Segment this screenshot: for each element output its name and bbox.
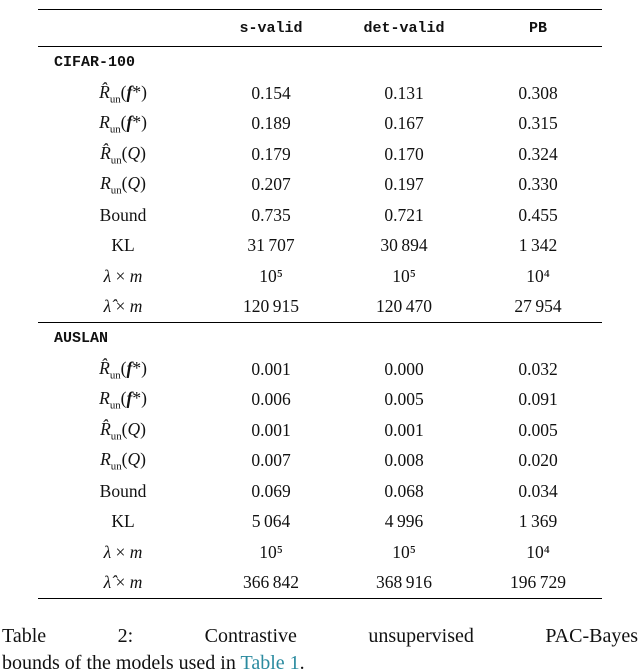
value-cell: 0.315 (518, 113, 558, 134)
value-cell: 0.032 (518, 358, 558, 379)
section-cifar-100: CIFAR-100 R̂un(f*) 0.154 0.131 0.308 Run… (38, 47, 602, 322)
value-cell: 10⁴ (526, 541, 550, 562)
row-label: Bound (99, 480, 147, 501)
caption-line2: bounds of the models used in Table 1. (2, 650, 638, 670)
row-label: λ × m (103, 265, 143, 286)
table-row: λ̂ × m 366 842 368 916 196 729 (38, 568, 602, 599)
value-cell: 0.001 (251, 358, 291, 379)
value-cell: 4 996 (384, 511, 424, 532)
value-cell: 0.324 (518, 143, 558, 164)
value-cell: 0.131 (384, 82, 424, 103)
value-cell: 0.179 (251, 143, 291, 164)
dataset-name: AUSLAN (54, 330, 109, 347)
value-cell: 0.189 (251, 113, 291, 134)
value-cell: 0.001 (384, 419, 424, 440)
value-cell: 10⁵ (259, 265, 283, 286)
value-cell: 0.207 (251, 174, 291, 195)
row-label: Run(Q) (100, 173, 146, 197)
value-cell: 0.721 (384, 204, 424, 225)
value-cell: 0.000 (384, 358, 424, 379)
table-row: λ × m 10⁵ 10⁵ 10⁴ (38, 537, 602, 568)
row-label: Bound (99, 204, 147, 225)
dataset-name: CIFAR-100 (54, 54, 136, 71)
value-cell: 0.008 (384, 450, 424, 471)
results-table: s-valid det-valid PB CIFAR-100 R̂un(f*) … (38, 9, 602, 599)
row-label: KL (111, 511, 135, 532)
table-row: R̂un(f*) 0.154 0.131 0.308 (38, 78, 602, 109)
table-row: Bound 0.735 0.721 0.455 (38, 200, 602, 231)
row-label: R̂un(f*) (99, 357, 147, 382)
value-cell: 0.005 (518, 419, 558, 440)
section-header: AUSLAN (38, 323, 602, 354)
value-cell: 27 954 (514, 296, 562, 317)
value-cell: 0.197 (384, 174, 424, 195)
value-cell: 0.007 (251, 450, 291, 471)
row-label: R̂un(Q) (100, 142, 146, 167)
row-label: Run(f*) (99, 112, 147, 136)
caption-text: bounds of the models used in (2, 652, 241, 670)
value-cell: 368 916 (375, 572, 432, 593)
value-cell: 31 707 (247, 235, 295, 256)
value-cell: 0.170 (384, 143, 424, 164)
table-header: s-valid det-valid PB (38, 10, 602, 47)
value-cell: 0.034 (518, 480, 558, 501)
table-row: Run(f*) 0.189 0.167 0.315 (38, 109, 602, 140)
value-cell: 366 842 (242, 572, 299, 593)
value-cell: 120 470 (375, 296, 432, 317)
value-cell: 0.455 (518, 204, 558, 225)
table-row: R̂un(Q) 0.001 0.001 0.005 (38, 415, 602, 446)
table-row: λ × m 10⁵ 10⁵ 10⁴ (38, 261, 602, 292)
row-label: R̂un(Q) (100, 418, 146, 443)
value-cell: 0.735 (251, 204, 291, 225)
value-cell: 30 894 (380, 235, 428, 256)
value-cell: 0.006 (251, 389, 291, 410)
caption-line1: Table 2: Contrastive unsupervised PAC-Ba… (2, 625, 638, 647)
table-caption: Table 2: Contrastive unsupervised PAC-Ba… (2, 623, 638, 670)
row-label: Run(Q) (100, 449, 146, 473)
row-label: λ × m (103, 541, 143, 562)
row-label: KL (111, 235, 135, 256)
table-row: Run(Q) 0.007 0.008 0.020 (38, 446, 602, 477)
value-cell: 5 064 (251, 511, 291, 532)
value-cell: 0.308 (518, 82, 558, 103)
value-cell: 120 915 (242, 296, 299, 317)
value-cell: 10⁵ (392, 541, 416, 562)
table-row: Run(f*) 0.006 0.005 0.091 (38, 385, 602, 416)
value-cell: 10⁵ (259, 541, 283, 562)
value-cell: 0.069 (251, 480, 291, 501)
value-cell: 0.154 (251, 82, 291, 103)
value-cell: 0.167 (384, 113, 424, 134)
value-cell: 0.005 (384, 389, 424, 410)
value-cell: 10⁵ (392, 265, 416, 286)
table-row: Bound 0.069 0.068 0.034 (38, 476, 602, 507)
section-header: CIFAR-100 (38, 47, 602, 78)
value-cell: 0.068 (384, 480, 424, 501)
value-cell: 196 729 (509, 572, 566, 593)
row-label: R̂un(f*) (99, 81, 147, 106)
value-cell: 0.091 (518, 389, 558, 410)
table-1-link[interactable]: Table 1 (240, 652, 300, 670)
value-cell: 10⁴ (526, 265, 550, 286)
value-cell: 1 369 (518, 511, 558, 532)
value-cell: 0.330 (518, 174, 558, 195)
value-cell: 1 342 (518, 235, 558, 256)
row-label: Run(f*) (99, 388, 147, 412)
table-row: R̂un(Q) 0.179 0.170 0.324 (38, 139, 602, 170)
column-header-det-valid: det-valid (363, 19, 445, 37)
value-cell: 0.001 (251, 419, 291, 440)
row-label: λ̂ × m (103, 296, 143, 317)
column-header-s-valid: s-valid (239, 19, 303, 37)
table-row: λ̂ × m 120 915 120 470 27 954 (38, 292, 602, 323)
table-row: KL 31 707 30 894 1 342 (38, 231, 602, 262)
column-header-pb: PB (528, 19, 547, 37)
value-cell: 0.020 (518, 450, 558, 471)
caption-period: . (299, 652, 305, 670)
table-row: Run(Q) 0.207 0.197 0.330 (38, 170, 602, 201)
section-auslan: AUSLAN R̂un(f*) 0.001 0.000 0.032 Run(f*… (38, 322, 602, 598)
row-label: λ̂ × m (103, 572, 143, 593)
table-row: R̂un(f*) 0.001 0.000 0.032 (38, 354, 602, 385)
table-row: KL 5 064 4 996 1 369 (38, 507, 602, 538)
